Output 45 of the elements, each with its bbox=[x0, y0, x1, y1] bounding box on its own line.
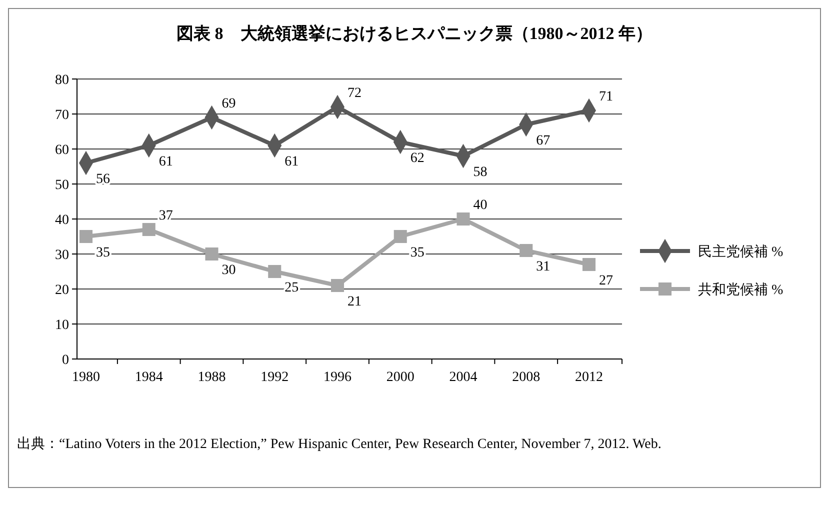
point bbox=[268, 264, 282, 278]
data-label: 30 bbox=[222, 263, 236, 278]
x-tick-label: 1980 bbox=[72, 370, 100, 385]
legend-label: 民主党候補 % bbox=[698, 244, 784, 260]
data-label: 61 bbox=[158, 154, 173, 170]
legend-label: 共和党候補 % bbox=[698, 282, 784, 298]
data-label: 67 bbox=[536, 134, 550, 148]
y-tick-label: 60 bbox=[55, 142, 69, 158]
point bbox=[582, 258, 596, 272]
x-tick-label: 2008 bbox=[512, 370, 540, 385]
x-tick-label: 1984 bbox=[134, 370, 163, 385]
y-tick-label: 50 bbox=[55, 178, 69, 193]
source-note: 出典：“Latino Voters in the 2012 Election,” Pew Hispanic Center, Pew Research Center, November 7, 2012. Web. bbox=[17, 436, 662, 454]
y-tick-label: 20 bbox=[55, 282, 69, 298]
point bbox=[456, 212, 470, 226]
x-tick-label: 1988 bbox=[198, 370, 226, 385]
point bbox=[79, 230, 93, 244]
data-label: 71 bbox=[599, 90, 613, 104]
data-label: 69 bbox=[222, 96, 236, 112]
y-tick-label: 10 bbox=[55, 318, 69, 333]
data-label: 61 bbox=[284, 154, 299, 170]
point bbox=[205, 247, 218, 261]
data-label: 21 bbox=[348, 294, 362, 310]
point bbox=[520, 244, 533, 258]
y-tick-label: 40 bbox=[55, 212, 69, 228]
data-label: 27 bbox=[599, 274, 613, 288]
x-tick-label: 1992 bbox=[260, 370, 289, 385]
x-tick-label: 1996 bbox=[324, 370, 352, 385]
point bbox=[142, 222, 156, 236]
y-tick-label: 30 bbox=[55, 248, 69, 263]
chart-title: 図表 8 大統領選挙におけるヒスパニック票（1980～2012 年） bbox=[176, 24, 652, 43]
x-tick-label: 2004 bbox=[449, 370, 478, 385]
data-label: 72 bbox=[348, 86, 362, 101]
data-label: 62 bbox=[410, 151, 424, 166]
y-tick-label: 0 bbox=[62, 352, 69, 368]
data-label: 56 bbox=[96, 172, 110, 187]
point bbox=[330, 278, 344, 292]
data-label: 31 bbox=[536, 260, 550, 274]
x-tick-label: 2012 bbox=[575, 370, 603, 385]
data-label: 58 bbox=[473, 165, 488, 180]
x-tick-label: 2000 bbox=[386, 370, 414, 385]
y-tick-label: 70 bbox=[55, 108, 69, 123]
y-tick-label: 80 bbox=[55, 72, 69, 88]
data-label: 40 bbox=[473, 198, 488, 213]
point bbox=[394, 230, 407, 244]
